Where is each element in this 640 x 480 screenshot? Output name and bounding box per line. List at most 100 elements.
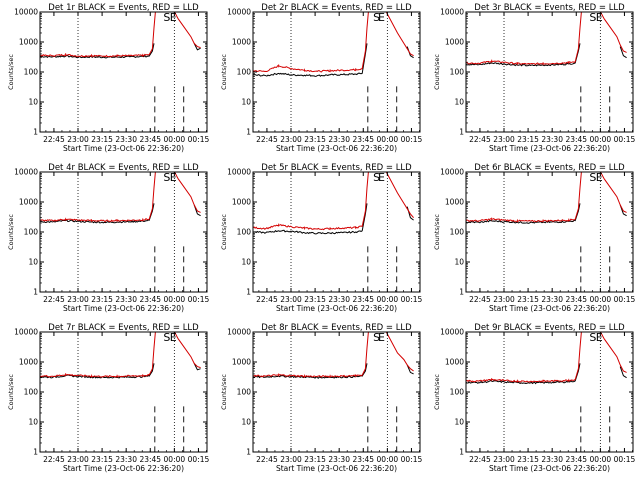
y-tick-label: 1000 bbox=[445, 38, 464, 47]
y-tick-label: 10 bbox=[28, 98, 38, 107]
series-group bbox=[466, 172, 627, 224]
events-trace bbox=[406, 46, 414, 59]
y-tick-label: 1000 bbox=[232, 38, 251, 47]
series-group bbox=[253, 332, 414, 379]
y-tick-label: 1000 bbox=[445, 198, 464, 207]
events-trace bbox=[406, 364, 414, 375]
x-tick-label: 23:45 bbox=[352, 295, 374, 304]
series-group bbox=[466, 12, 627, 67]
y-tick-label: 10 bbox=[454, 258, 464, 267]
x-tick-label: 22:45 bbox=[469, 135, 491, 144]
panel-title: Det 7r BLACK = Events, RED = LLD bbox=[48, 323, 199, 333]
y-tick-label: 10000 bbox=[440, 8, 464, 17]
lld-trace bbox=[174, 12, 201, 49]
y-tick-label: 1 bbox=[459, 288, 464, 297]
y-tick-label: 10 bbox=[241, 418, 251, 427]
y-tick-label: 100 bbox=[450, 388, 465, 397]
y-tick-label: 10 bbox=[28, 258, 38, 267]
x-tick-label: 00:15 bbox=[401, 455, 423, 464]
x-tick-label: 00:15 bbox=[188, 455, 210, 464]
attenuator-marker-e: E bbox=[170, 331, 177, 344]
series-group bbox=[466, 332, 627, 385]
x-tick-label: 23:30 bbox=[541, 455, 563, 464]
x-tick-label: 00:15 bbox=[614, 455, 636, 464]
x-tick-label: 23:30 bbox=[541, 295, 563, 304]
panel-title: Det 2r BLACK = Events, RED = LLD bbox=[261, 3, 412, 13]
attenuator-marker-s: S bbox=[373, 171, 380, 184]
y-tick-label: 1000 bbox=[232, 358, 251, 367]
attenuator-marker-s: S bbox=[589, 11, 596, 24]
y-tick-label: 1 bbox=[33, 288, 38, 297]
attenuator-marker-e: E bbox=[170, 11, 177, 24]
lld-trace bbox=[174, 332, 201, 369]
events-trace bbox=[619, 46, 627, 59]
x-axis-label: Start Time (23-Oct-06 22:36:20) bbox=[489, 464, 610, 473]
y-axis-label: Counts/sec bbox=[220, 214, 228, 250]
lld-trace bbox=[253, 172, 369, 231]
x-tick-label: 23:15 bbox=[91, 135, 113, 144]
x-tick-label: 23:30 bbox=[115, 135, 137, 144]
y-axis-label: Counts/sec bbox=[220, 374, 228, 410]
y-axis-label: Counts/sec bbox=[433, 54, 441, 90]
y-tick-label: 1000 bbox=[19, 358, 38, 367]
attenuator-marker-s: S bbox=[589, 171, 596, 184]
y-tick-label: 1000 bbox=[19, 38, 38, 47]
y-tick-label: 10000 bbox=[440, 168, 464, 177]
y-tick-label: 10000 bbox=[14, 8, 38, 17]
y-tick-label: 1 bbox=[33, 448, 38, 457]
x-tick-label: 23:30 bbox=[541, 135, 563, 144]
x-tick-label: 23:15 bbox=[517, 135, 539, 144]
y-tick-label: 1 bbox=[246, 448, 251, 457]
x-tick-label: 22:45 bbox=[256, 135, 278, 144]
panel-title: Det 8r BLACK = Events, RED = LLD bbox=[261, 323, 412, 333]
y-tick-label: 100 bbox=[450, 68, 465, 77]
y-tick-label: 10000 bbox=[227, 328, 251, 337]
x-tick-label: 22:45 bbox=[43, 455, 65, 464]
y-tick-label: 10 bbox=[28, 418, 38, 427]
x-tick-label: 00:15 bbox=[401, 295, 423, 304]
series-group bbox=[40, 332, 201, 379]
events-trace bbox=[466, 203, 581, 224]
panel-title: Det 5r BLACK = Events, RED = LLD bbox=[261, 163, 412, 173]
x-tick-label: 23:45 bbox=[565, 295, 587, 304]
events-trace bbox=[466, 363, 581, 385]
x-tick-label: 23:30 bbox=[328, 135, 350, 144]
y-axis-label: Counts/sec bbox=[433, 214, 441, 250]
attenuator-marker-s: S bbox=[163, 11, 170, 24]
lld-trace bbox=[600, 172, 627, 213]
x-tick-label: 23:30 bbox=[328, 455, 350, 464]
y-tick-label: 100 bbox=[237, 228, 252, 237]
y-axis-label: Counts/sec bbox=[7, 374, 15, 410]
x-tick-label: 23:00 bbox=[280, 295, 302, 304]
series-group bbox=[253, 12, 414, 77]
panel-title: Det 9r BLACK = Events, RED = LLD bbox=[474, 323, 625, 333]
x-tick-label: 23:00 bbox=[280, 135, 302, 144]
lld-trace bbox=[40, 332, 156, 378]
x-axis-label: Start Time (23-Oct-06 22:36:20) bbox=[276, 464, 397, 473]
y-tick-label: 10000 bbox=[227, 8, 251, 17]
x-tick-label: 22:45 bbox=[469, 455, 491, 464]
lld-trace bbox=[385, 172, 414, 219]
lld-trace bbox=[466, 332, 582, 383]
events-trace bbox=[193, 43, 201, 51]
y-tick-label: 10 bbox=[241, 98, 251, 107]
x-tick-label: 23:00 bbox=[280, 455, 302, 464]
y-tick-label: 1 bbox=[33, 128, 38, 137]
x-axis-label: Start Time (23-Oct-06 22:36:20) bbox=[489, 304, 610, 313]
y-tick-label: 1000 bbox=[232, 198, 251, 207]
lld-trace bbox=[600, 332, 627, 373]
series-group bbox=[40, 172, 201, 224]
y-tick-label: 1 bbox=[246, 288, 251, 297]
lld-trace bbox=[253, 332, 369, 378]
plot-frame bbox=[39, 331, 208, 453]
events-trace bbox=[253, 363, 368, 379]
x-axis-label: Start Time (23-Oct-06 22:36:20) bbox=[63, 304, 184, 313]
y-tick-label: 1000 bbox=[445, 358, 464, 367]
x-tick-label: 00:00 bbox=[590, 295, 612, 304]
x-tick-label: 00:00 bbox=[377, 455, 399, 464]
